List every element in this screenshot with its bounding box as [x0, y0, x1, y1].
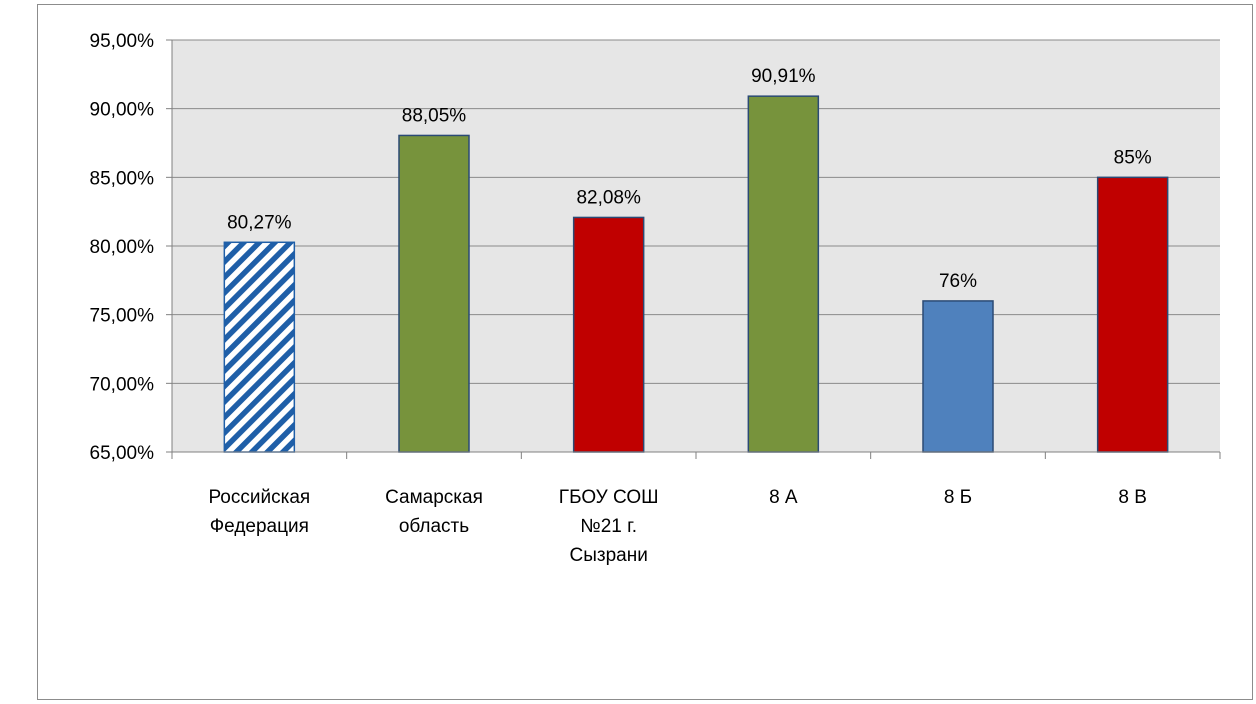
axes [166, 39, 1221, 459]
x-tick-label: №21 г. [580, 516, 637, 537]
y-tick-label: 75,00% [90, 306, 155, 327]
bar [572, 216, 645, 453]
data-label: 82,08% [576, 187, 641, 208]
y-tick-label: 90,00% [90, 100, 155, 121]
x-tick-label: Самарская [385, 487, 483, 508]
bars [223, 95, 1169, 453]
x-tick-label: Федерация [210, 516, 309, 537]
data-label: 88,05% [402, 105, 467, 126]
gridlines [172, 39, 1220, 384]
x-tick-labels: Российская Федерация Самарская область ГБОУ … [208, 487, 1146, 566]
y-tick-label: 80,00% [90, 237, 155, 258]
y-tick-label: 65,00% [90, 443, 155, 464]
data-label: 85% [1114, 147, 1152, 168]
y-tick-label: 95,00% [90, 31, 155, 52]
x-tick-label: 8 В [1118, 487, 1147, 508]
data-labels: 80,27% 88,05% 82,08% 90,91% 76% 85% [227, 66, 1152, 292]
y-tick-label: 70,00% [90, 374, 155, 395]
bar [1096, 176, 1169, 453]
bar [922, 300, 994, 453]
x-tick-label: 8 Б [944, 487, 972, 508]
x-tick-label: ГБОУ СОШ [559, 487, 659, 508]
x-tick-label: Российская [208, 487, 310, 508]
bar [223, 241, 296, 453]
x-tick-label: область [399, 516, 469, 537]
y-tick-labels: 65,00% 70,00% 75,00% 80,00% 85,00% 90,00% 95,0… [90, 31, 155, 464]
data-label: 76% [939, 271, 977, 292]
data-label: 80,27% [227, 212, 292, 233]
y-tick-label: 85,00% [90, 168, 155, 189]
bar [398, 134, 470, 453]
data-label: 90,91% [751, 66, 816, 87]
x-tick-label: 8 А [769, 487, 798, 508]
bar [747, 95, 820, 453]
x-tick-label: Сызрани [569, 545, 647, 566]
